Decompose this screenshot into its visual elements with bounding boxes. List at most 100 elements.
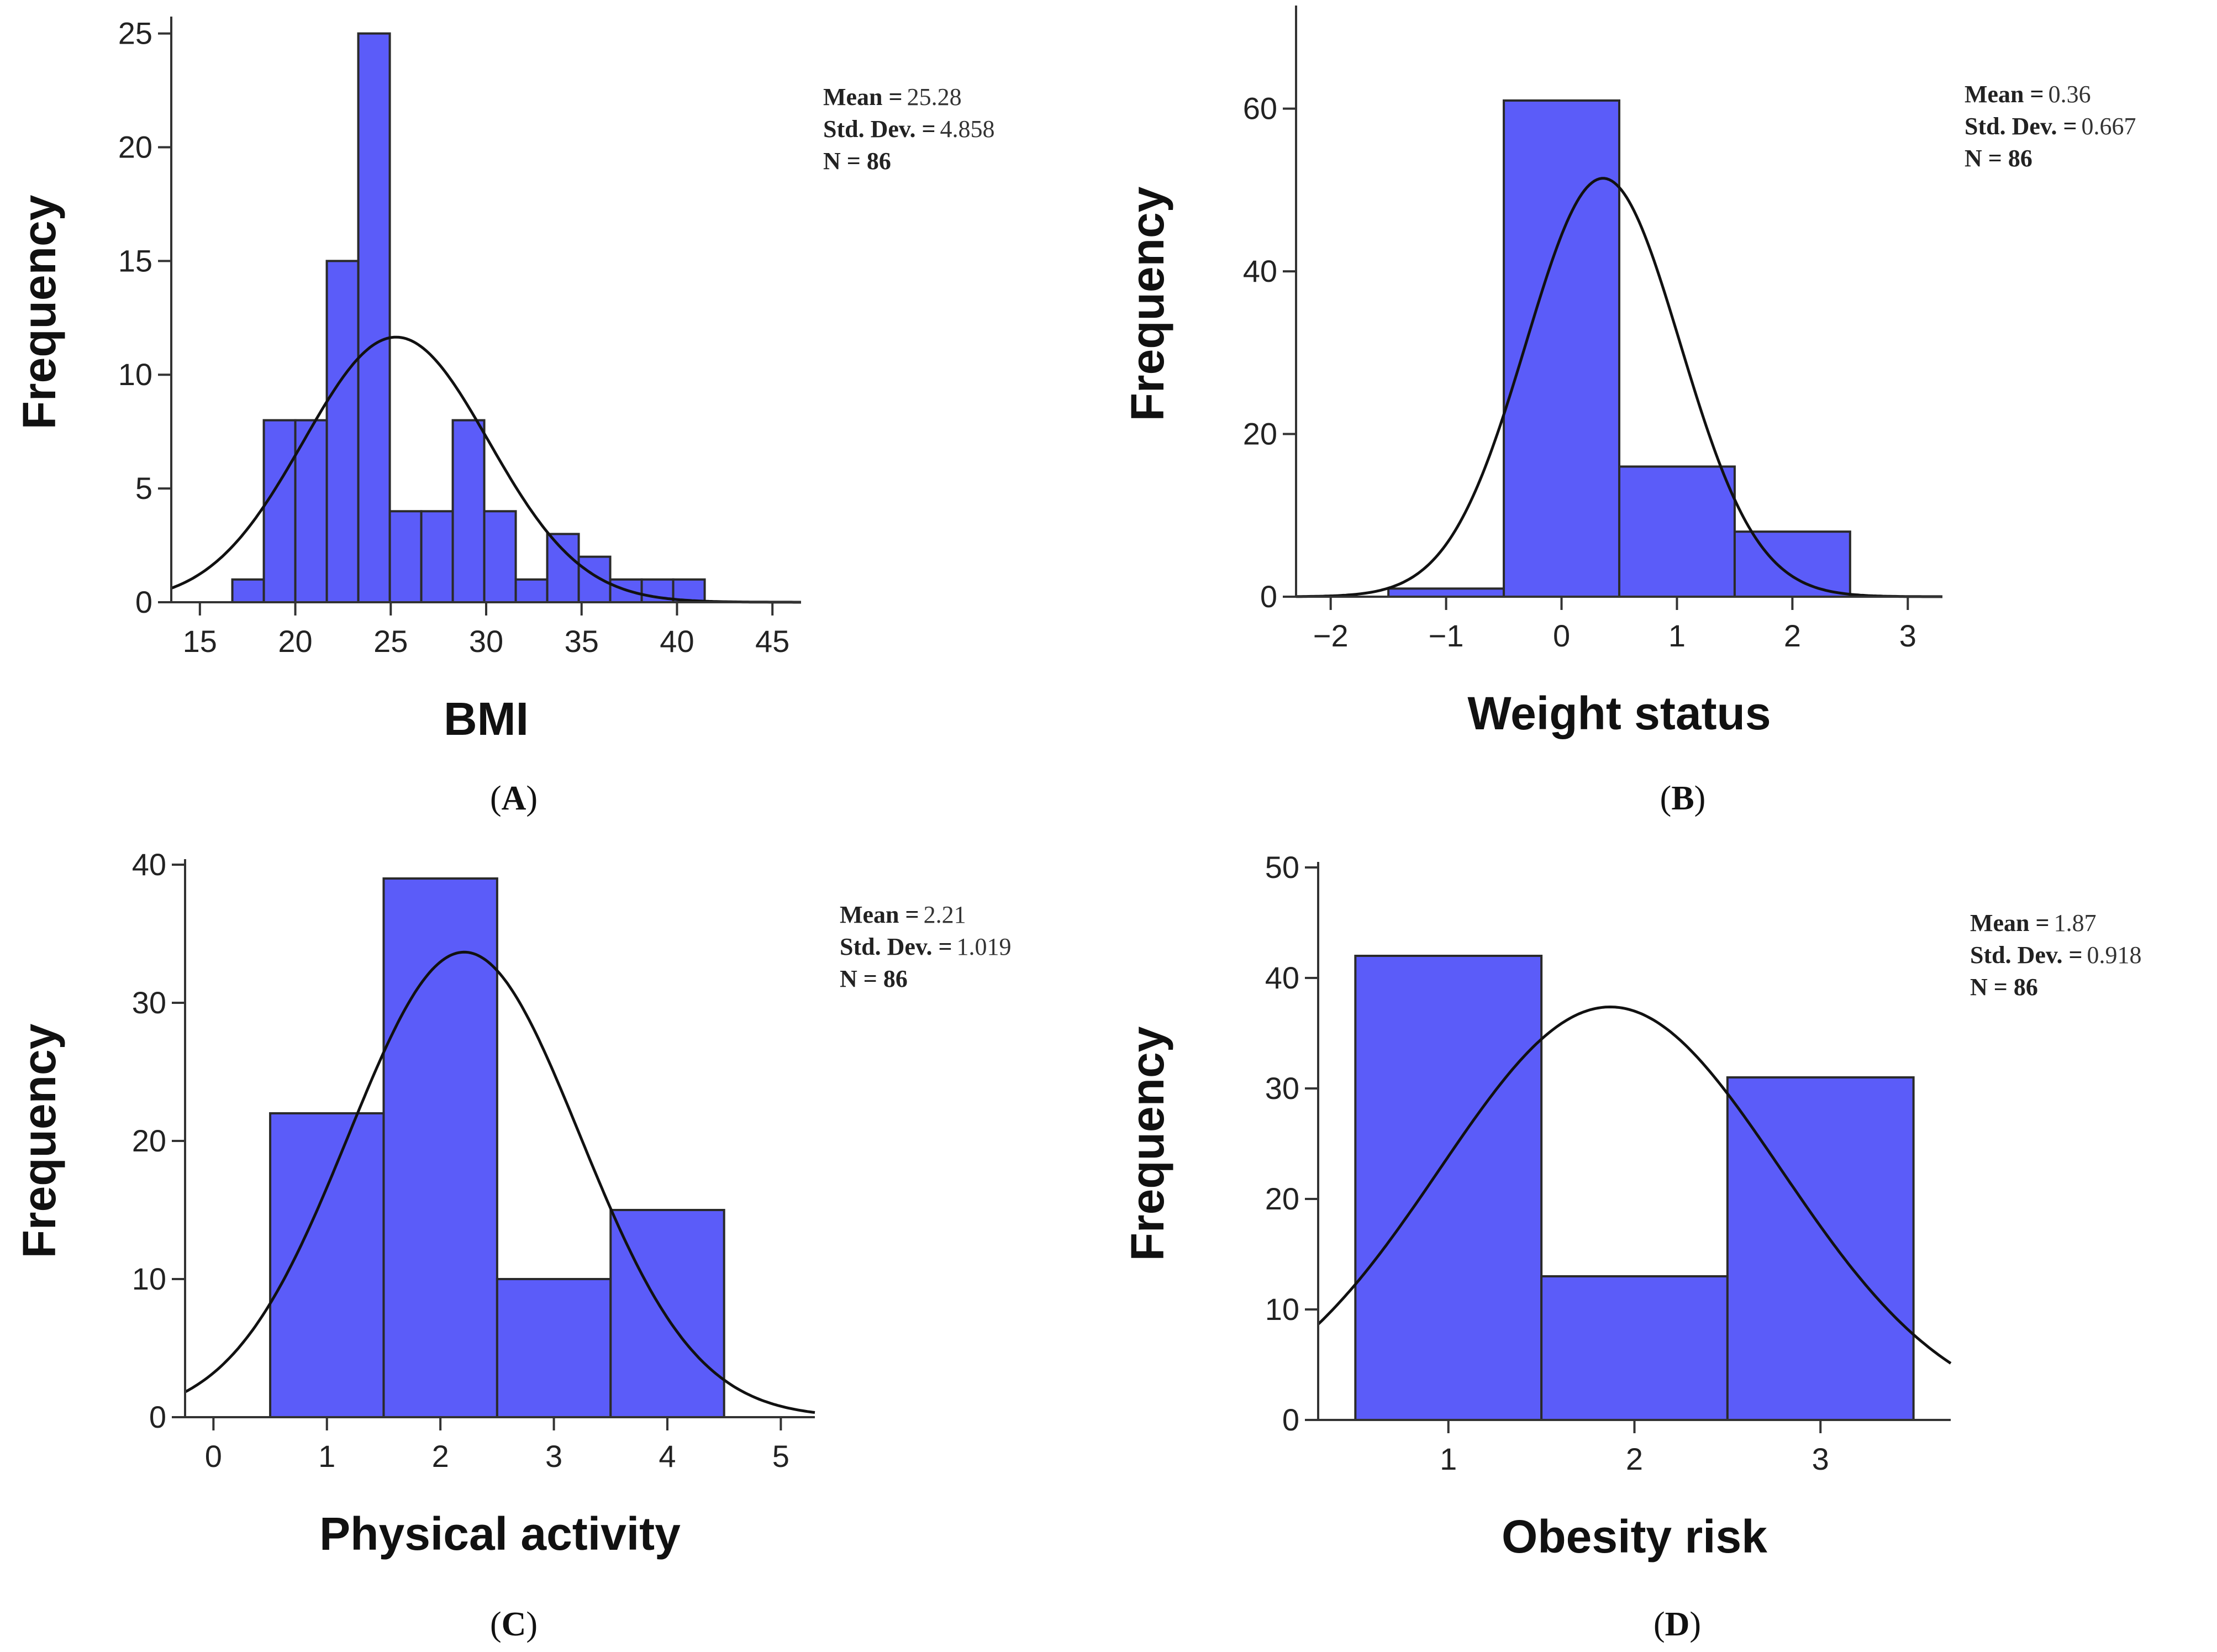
stats-sd-value: 0.918: [2087, 941, 2142, 969]
normal-curve: [171, 335, 801, 604]
x-tick-label: 20: [278, 624, 312, 659]
y-axis-title: Frequency: [1121, 186, 1173, 421]
x-tick-label: 4: [659, 1439, 676, 1474]
histogram-bar: [1540, 1275, 1729, 1421]
stats-sd: Std. Dev. = 0.667: [1965, 113, 2136, 140]
stats-sd-label: Std. Dev. =: [1965, 113, 2077, 140]
histogram-bar: [514, 578, 549, 603]
x-tick-label: 15: [183, 624, 217, 659]
histogram-bar: [357, 32, 391, 603]
stats-mean-label: Mean =: [1970, 909, 2050, 937]
caption-open-paren: (: [1653, 1606, 1665, 1643]
x-tick-label: 2: [1626, 1441, 1643, 1476]
y-tick-label: 0: [135, 585, 152, 619]
y-tick-label: 20: [118, 129, 152, 164]
x-tick-label: 1: [318, 1439, 335, 1474]
y-tick-label: 25: [118, 16, 152, 51]
histogram-bar: [1618, 465, 1736, 598]
stats-n: N = 86: [840, 965, 908, 992]
panel-caption: (A): [490, 780, 538, 817]
y-tick-label: 40: [132, 847, 166, 882]
stats-sd-value: 0.667: [2082, 113, 2136, 140]
y-tick-label: 10: [132, 1261, 166, 1296]
x-tick-label: 1: [1668, 618, 1686, 653]
x-axis-title: BMI: [444, 693, 529, 745]
bars-group: [231, 32, 706, 604]
stats-sd-label: Std. Dev. =: [840, 933, 952, 960]
x-axis-title: Weight status: [1467, 687, 1771, 739]
bars-group: [1387, 99, 1851, 598]
x-tick-label: 0: [1553, 618, 1570, 653]
panel-caption: (C): [490, 1606, 538, 1643]
histogram-panel-c: 0 10 20 30 40 0 1 2 3 4 5 Physical activity Frequenc…: [13, 847, 1012, 1643]
stats-mean-label: Mean =: [840, 901, 919, 928]
caption-open-paren: (: [1660, 780, 1672, 817]
caption-close-paren: ): [1689, 1606, 1701, 1643]
y-tick-label: 30: [132, 985, 166, 1020]
stats-sd: Std. Dev. = 4.858: [823, 115, 995, 143]
histogram-bar: [483, 510, 517, 604]
x-tick-label: 0: [205, 1439, 222, 1474]
caption-close-paren: ): [1694, 780, 1706, 817]
histogram-panel-b: 0 20 40 60 −2 −1 0 1 2 3 Weight status Frequency Mea…: [1121, 6, 2136, 817]
y-tick-label: 20: [132, 1123, 166, 1158]
y-tick-label: 20: [1265, 1181, 1299, 1216]
x-tick-label: −1: [1429, 618, 1464, 653]
histogram-bar: [577, 555, 612, 603]
histogram-bar: [1354, 955, 1543, 1421]
stats-mean-value: 25.28: [907, 83, 962, 111]
x-tick-label: 5: [772, 1439, 789, 1474]
bars-group: [1354, 955, 1915, 1421]
y-tick-label: 0: [1260, 579, 1277, 614]
x-tick-label: 35: [565, 624, 599, 659]
stats-n: N = 86: [1970, 974, 2038, 1001]
histogram-bar: [496, 1278, 612, 1418]
caption-letter: C: [502, 1606, 526, 1643]
normal-curve: [1317, 1005, 1952, 1365]
stats-n: N = 86: [1965, 145, 2032, 172]
y-axis-title: Frequency: [1121, 1026, 1173, 1261]
stats-mean: Mean = 1.87: [1970, 909, 2097, 937]
stats-mean: Mean = 2.21: [840, 901, 966, 928]
y-tick-label: 5: [135, 471, 152, 506]
stats-sd-value: 1.019: [957, 933, 1012, 960]
y-tick-label: 15: [118, 243, 152, 278]
x-tick-label: 1: [1440, 1441, 1457, 1476]
caption-close-paren: ): [526, 780, 538, 817]
x-tick-label: 25: [373, 624, 408, 659]
bars-group: [269, 877, 725, 1418]
x-axis-title: Obesity risk: [1502, 1511, 1767, 1562]
y-tick-label: 0: [149, 1400, 166, 1434]
histogram-panel-d: 0 10 20 30 40 50 1 2 3 Obesity risk Frequency Mean …: [1121, 850, 2142, 1643]
y-tick-label: 20: [1243, 417, 1277, 451]
y-tick-label: 30: [1265, 1071, 1299, 1106]
y-tick-label: 60: [1243, 91, 1277, 126]
stats-mean-value: 0.36: [2049, 81, 2091, 108]
stats-legend: Mean = 0.36 Std. Dev. = 0.667 N = 86: [1965, 81, 2136, 172]
stats-sd: Std. Dev. = 1.019: [840, 933, 1012, 960]
x-tick-label: 2: [432, 1439, 449, 1474]
histogram-bar: [1503, 99, 1620, 598]
panel-caption: (D): [1653, 1606, 1701, 1643]
x-axis-title: Physical activity: [319, 1508, 681, 1560]
normal-curve: [184, 950, 815, 1414]
stats-sd-label: Std. Dev. =: [823, 115, 936, 143]
x-tick-label: 40: [660, 624, 694, 659]
histogram-bar: [325, 260, 360, 603]
histogram-bar: [451, 419, 486, 604]
stats-mean-label: Mean =: [823, 83, 903, 111]
y-tick-label: 40: [1265, 960, 1299, 995]
caption-letter: A: [502, 780, 526, 817]
histogram-panel-a: 0 5 10 15 20 25 15 20 25 30 35 40 45 BMI Frequency Mean…: [13, 16, 995, 817]
histogram-bar: [1726, 1076, 1915, 1421]
stats-sd-value: 4.858: [940, 115, 995, 143]
histogram-bar: [382, 877, 498, 1418]
y-axis-title: Frequency: [13, 1023, 65, 1258]
stats-n: N = 86: [823, 148, 891, 175]
x-tick-label: −2: [1313, 618, 1349, 653]
y-tick-label: 40: [1243, 254, 1277, 288]
panel-caption: (B): [1660, 780, 1706, 817]
histogram-bar: [269, 1112, 385, 1418]
x-tick-label: 3: [1899, 618, 1916, 653]
histogram-bar: [231, 578, 265, 603]
